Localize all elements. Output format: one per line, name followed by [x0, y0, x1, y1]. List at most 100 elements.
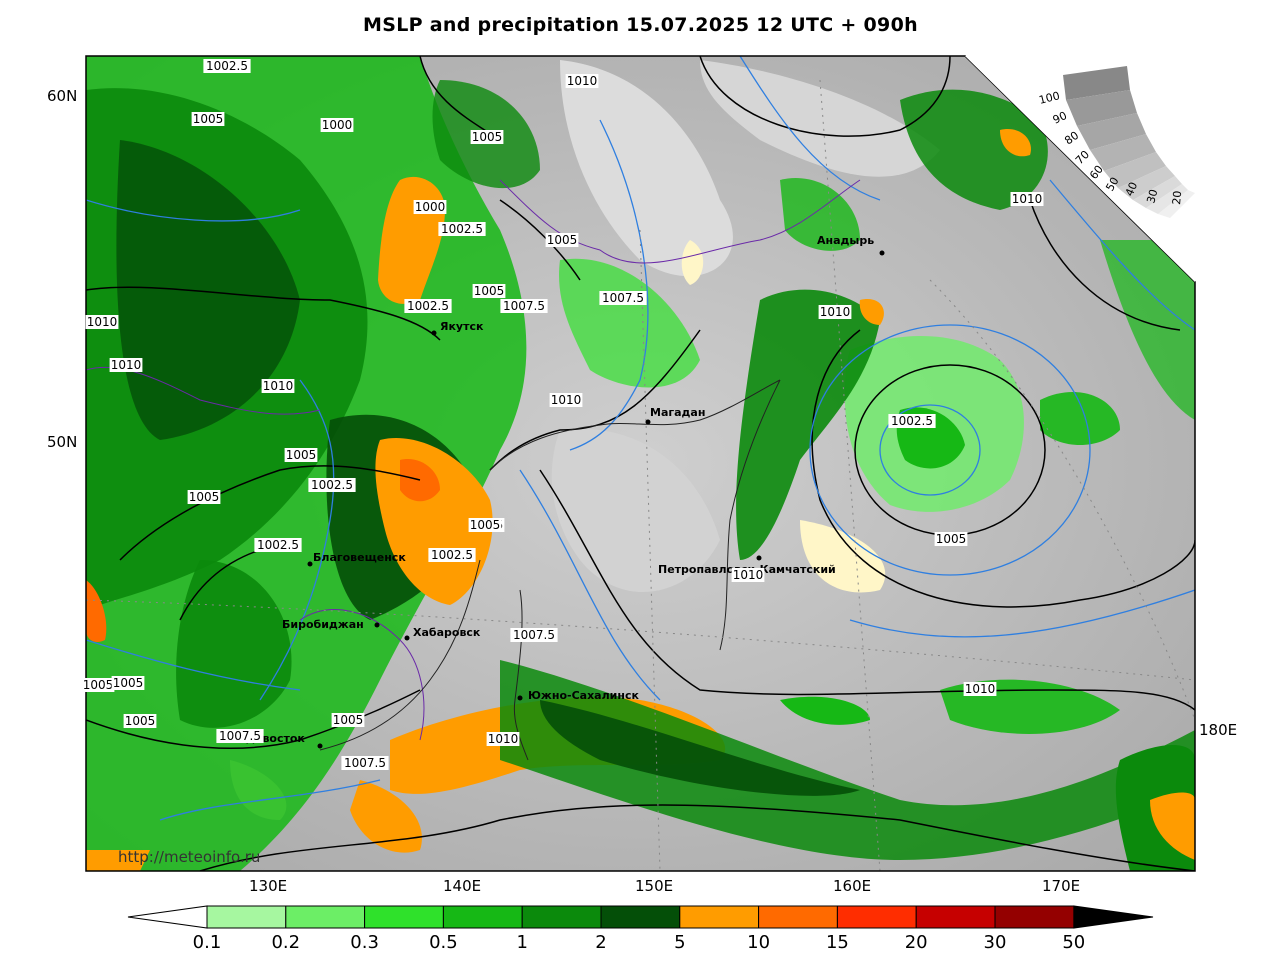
isobar-label: 1010 — [567, 74, 598, 88]
map-field — [86, 56, 1195, 871]
isobar-label-bg — [470, 130, 504, 144]
isobar-label: 1007.5 — [513, 628, 555, 642]
lon-label-130e: 130E — [249, 877, 287, 895]
isobar-label-bg — [109, 358, 143, 372]
colorbar-cell-p2 — [600, 905, 681, 929]
isobar-label: 1005 — [193, 112, 224, 126]
colorbar-cell-p5 — [679, 905, 760, 929]
isobar-label: 1002.5 — [431, 548, 473, 562]
isobar-label-bg — [320, 118, 354, 132]
isobar-label-bg — [123, 714, 157, 728]
colorbar-cell-p01 — [206, 905, 287, 929]
scale-label-30: 30 — [1144, 188, 1160, 205]
scale-label-50: 50 — [1103, 175, 1121, 194]
coastlines — [319, 379, 781, 761]
city-yuzhno-sakhalinsk: Южно-Сахалинск — [528, 689, 639, 702]
isobar-label: 1010 — [1012, 192, 1043, 206]
colorbar-cell-p02 — [285, 905, 366, 929]
isobar-label-bg — [216, 729, 264, 743]
isobar-label-bg — [963, 682, 997, 696]
colorbar-label: 1 — [516, 932, 527, 953]
isobar-label-bg — [187, 490, 221, 504]
isobar-label: 1005 — [125, 714, 156, 728]
isobar-label-bg — [191, 112, 225, 126]
city-birobidzhan: Биробиджан — [282, 618, 364, 631]
isobar-label-bg — [111, 676, 145, 690]
isobar-label-bg — [308, 478, 356, 492]
colorbar-cell-p1 — [521, 905, 602, 929]
isobar-label: 1005 — [83, 678, 114, 692]
isobar-label: 1002.5 — [257, 538, 299, 552]
isobar-label-bg — [565, 74, 599, 88]
isobar-label-bg — [934, 532, 968, 546]
isobar-label: 1010 — [551, 393, 582, 407]
isobar-label: 1010 — [733, 568, 764, 582]
isobar-label-bg — [203, 59, 251, 73]
scale-label-40: 40 — [1123, 180, 1140, 198]
isobar-label: 1007.5 — [602, 291, 644, 305]
city-dot-anadyr — [879, 250, 885, 256]
isobar-label-bg — [545, 233, 579, 247]
isobar-label-bg — [500, 299, 548, 313]
isobar-label-bg — [888, 414, 936, 428]
isobar-label: 1002.5 — [891, 414, 933, 428]
colorbar-label: 0.1 — [193, 932, 222, 953]
city-dot-yakutsk — [431, 330, 437, 336]
lon-label-170e: 170E — [1042, 877, 1080, 895]
colorbar-high-arrow — [1073, 905, 1154, 929]
colorbar-label: 20 — [905, 932, 928, 953]
cities: Якутск Магадан Анадырь Петропавловск-Кам… — [222, 234, 885, 749]
isobar-label: 1005 — [472, 130, 503, 144]
isobar-label-bg — [510, 628, 558, 642]
colorbar: 0.1 0.2 0.3 0.5 1 2 5 10 15 20 30 50 — [127, 905, 1154, 953]
map-frame — [85, 55, 1196, 872]
lon-label-140e: 140E — [443, 877, 481, 895]
isobar-label: 1007.5 — [344, 756, 386, 770]
isobar-label: 1005 — [474, 284, 505, 298]
isobar-label-bg — [472, 284, 506, 298]
colorbar-cell-p03 — [364, 905, 444, 929]
colorbar-cell-p15 — [836, 905, 917, 929]
isobar-label: 1000 — [415, 200, 446, 214]
isobar-label: 1002.5 — [407, 299, 449, 313]
city-dot-blagoveshchensk — [307, 561, 313, 567]
colorbar-label: 2 — [595, 932, 606, 953]
isobar-label-bg — [331, 713, 365, 727]
colorbar-cells — [206, 905, 1075, 929]
isobar-label: 1000 — [322, 118, 353, 132]
lat-label-60n: 60N — [47, 87, 77, 105]
colorbar-label: 5 — [674, 932, 685, 953]
isobars-black — [86, 56, 1195, 871]
colorbar-label: 0.3 — [350, 932, 379, 953]
isobar-label: 1007.5 — [503, 299, 545, 313]
city-yakutsk: Якутск — [440, 320, 484, 333]
isobar-label-bg — [85, 315, 119, 329]
city-dot-birobidzhan — [374, 622, 380, 628]
isobar-label: 1010 — [820, 305, 851, 319]
isobar-label-bg — [81, 678, 115, 692]
colorbar-label: 0.2 — [271, 932, 300, 953]
city-dot-khabarovsk — [404, 635, 410, 641]
isobar-label: 1002.5 — [441, 222, 483, 236]
isobar-label: 1002.5 — [206, 59, 248, 73]
colorbar-cell-p10 — [758, 905, 838, 929]
watermark: http://meteoinfo.ru — [118, 848, 260, 866]
colorbar-cell-p05 — [442, 905, 523, 929]
isobars-blue — [86, 56, 1195, 821]
isobar-labels: 1002.5 1005 1000 1010 1005 1000 1002.5 1005 1002… — [81, 59, 1044, 770]
isobar-label: 1005 — [189, 490, 220, 504]
city-magadan: Магадан — [650, 406, 705, 419]
isobar-label: 1010 — [965, 682, 996, 696]
isobar-label: 1010 — [488, 732, 519, 746]
isobar-label: 1005 — [547, 233, 578, 247]
isobar-label-bg — [254, 538, 302, 552]
isobar-label: 1007.5 — [219, 729, 261, 743]
isobar-label-bg — [438, 222, 486, 236]
isobar-label-bg — [413, 200, 447, 214]
isobar-label: 1005 — [470, 518, 501, 532]
colorbar-label: 10 — [747, 932, 770, 953]
scale-label-90: 90 — [1051, 109, 1069, 127]
isobar-label: 1010 — [111, 358, 142, 372]
lat-label-50n: 50N — [47, 433, 77, 451]
